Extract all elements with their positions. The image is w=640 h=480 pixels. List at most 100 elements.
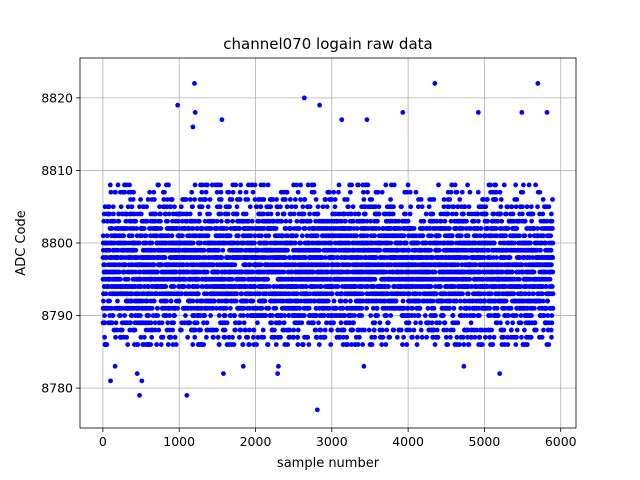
- data-point: [298, 298, 304, 304]
- data-point: [474, 327, 480, 333]
- data-point: [222, 327, 228, 333]
- data-point: [329, 197, 335, 202]
- data-point: [218, 182, 223, 188]
- data-point: [372, 334, 378, 340]
- data-point: [383, 182, 389, 188]
- data-point: [352, 211, 358, 217]
- data-point: [375, 218, 380, 224]
- data-point: [356, 334, 362, 340]
- data-point: [151, 298, 157, 304]
- data-point: [419, 334, 425, 340]
- data-point: [142, 334, 147, 340]
- data-point: [144, 298, 150, 304]
- data-point: [143, 240, 149, 246]
- data-point: [341, 327, 347, 333]
- data-point: [246, 342, 252, 347]
- data-point: [265, 276, 271, 282]
- data-point: [311, 182, 317, 188]
- data-point: [109, 305, 115, 311]
- data-point: [173, 342, 179, 347]
- data-point: [349, 342, 354, 347]
- data-point: [273, 342, 279, 347]
- data-point: [405, 182, 411, 188]
- data-point: [384, 327, 390, 333]
- data-point: [287, 197, 293, 202]
- data-point: [403, 240, 409, 246]
- data-point: [163, 284, 169, 289]
- data-point: [154, 342, 160, 347]
- data-point: [398, 240, 404, 246]
- data-point: [166, 182, 171, 188]
- data-point: [163, 211, 169, 217]
- data-point: [398, 327, 404, 333]
- data-point: [434, 327, 440, 333]
- data-point: [355, 342, 361, 347]
- data-point: [295, 327, 301, 333]
- data-point: [473, 240, 478, 246]
- data-point: [282, 255, 288, 260]
- data-point: [115, 247, 121, 253]
- data-point: [471, 218, 477, 224]
- data-point: [197, 211, 203, 217]
- data-point: [436, 182, 441, 188]
- data-point: [325, 269, 331, 275]
- data-point: [465, 182, 470, 188]
- data-point: [413, 320, 418, 326]
- data-point: [336, 189, 341, 195]
- data-point: [365, 182, 371, 188]
- data-point: [379, 327, 385, 333]
- data-point: [377, 320, 383, 326]
- data-point: [354, 226, 360, 231]
- data-point: [327, 305, 332, 311]
- data-point: [477, 334, 483, 340]
- data-point: [234, 204, 240, 210]
- data-point: [471, 313, 477, 318]
- data-point: [124, 334, 130, 340]
- data-point: [132, 327, 138, 333]
- data-point: [373, 204, 378, 210]
- data-point: [431, 305, 437, 311]
- data-point: [444, 327, 450, 333]
- data-point: [285, 204, 290, 210]
- data-point: [113, 334, 118, 340]
- data-point: [383, 269, 389, 275]
- data-point: [401, 233, 407, 239]
- data-point: [104, 342, 110, 347]
- data-point: [237, 189, 243, 195]
- data-point: [457, 342, 462, 347]
- data-point: [333, 305, 339, 311]
- data-point: [241, 276, 247, 282]
- data-point: [391, 327, 397, 333]
- data-point: [139, 233, 145, 239]
- data-point: [455, 204, 461, 210]
- data-point: [218, 189, 224, 195]
- data-point: [156, 182, 162, 188]
- data-point: [106, 247, 112, 253]
- data-point: [321, 313, 327, 318]
- data-point: [207, 197, 213, 202]
- data-point: [472, 334, 478, 340]
- data-point: [280, 233, 286, 239]
- data-point: [461, 211, 466, 217]
- data-point: [467, 189, 473, 195]
- data-point: [232, 313, 238, 318]
- data-point: [199, 204, 205, 210]
- data-point: [376, 211, 382, 217]
- data-point: [465, 334, 471, 340]
- data-point: [122, 313, 128, 318]
- data-point: [298, 240, 304, 246]
- data-point: [422, 313, 428, 318]
- data-point: [344, 334, 350, 340]
- data-point: [466, 204, 472, 210]
- data-point: [349, 182, 355, 188]
- data-point: [377, 247, 383, 253]
- data-point: [407, 327, 413, 333]
- data-point: [375, 313, 380, 318]
- data-point: [298, 182, 304, 188]
- data-point: [464, 218, 469, 224]
- data-point: [447, 197, 453, 202]
- data-point: [459, 189, 465, 195]
- data-point: [433, 291, 439, 297]
- data-point: [356, 211, 362, 217]
- data-point: [324, 320, 329, 326]
